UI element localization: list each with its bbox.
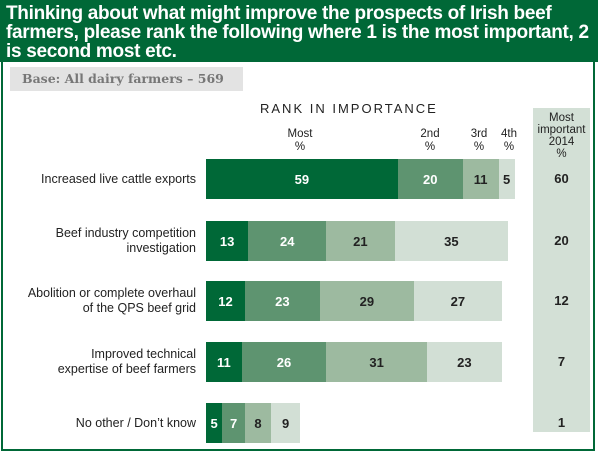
col-header-text: 2nd xyxy=(420,128,440,140)
bar-segment-rank-1: 5 xyxy=(206,403,223,443)
bar-segment-rank-2: 24 xyxy=(248,221,327,261)
col-header-text: Most xyxy=(287,128,313,140)
category-label: Increased live cattle exports xyxy=(41,172,196,187)
bar-segment-rank-1: 12 xyxy=(206,281,245,321)
bar-segment-rank-3: 8 xyxy=(245,403,271,443)
category-label: Beef industry competition investigation xyxy=(56,226,196,256)
category-label-line: Increased live cattle exports xyxy=(41,171,196,186)
bar-segment-rank-2: 23 xyxy=(245,281,320,321)
bar-segment-rank-2: 7 xyxy=(222,403,245,443)
col-header-most: Most% xyxy=(280,128,320,154)
col-header-unit: % xyxy=(473,141,485,153)
most-important-2014-value: 20 xyxy=(554,233,569,248)
category-label-line: Beef industry competition xyxy=(55,226,196,240)
header-line: Most xyxy=(549,112,574,124)
bar-segment-rank-1: 13 xyxy=(206,221,249,261)
category-label-line: of the QPS beef grid xyxy=(82,301,196,315)
bar-segment-rank-2: 20 xyxy=(397,159,463,199)
bar-segment-rank-1: 11 xyxy=(206,342,242,382)
category-label-line: expertise of beef farmers xyxy=(57,362,196,376)
col-header-2nd: 2nd% xyxy=(414,128,446,154)
col-header-3rd: 3rd% xyxy=(466,128,492,154)
category-label-line: Abolition or complete overhaul xyxy=(27,286,196,300)
col-header-unit: % xyxy=(503,141,515,153)
most-important-2014-value: 12 xyxy=(554,293,569,308)
col-header-unit: % xyxy=(294,141,306,153)
bar-segment-rank-4: 35 xyxy=(394,221,509,261)
header-line: important xyxy=(537,124,586,136)
col-header-unit: % xyxy=(424,141,436,153)
bar-segment-rank-4: 23 xyxy=(427,342,502,382)
bar-segment-rank-2: 26 xyxy=(241,342,327,382)
bar-segment-rank-4: 9 xyxy=(271,403,301,443)
col-header-text: 4th xyxy=(501,128,517,140)
most-important-2014-value: 7 xyxy=(557,354,566,369)
bar-segment-rank-1: 59 xyxy=(206,159,398,199)
chart-title: Thinking about what might improve the pr… xyxy=(0,0,598,62)
col-header-text: 3rd xyxy=(470,128,488,140)
most-important-2014-column xyxy=(533,108,590,432)
category-label: Improved technical expertise of beef farm… xyxy=(58,347,196,377)
bar-segment-rank-3: 11 xyxy=(462,159,499,199)
col-header-4th: 4th% xyxy=(496,128,522,154)
bar-segment-rank-3: 29 xyxy=(319,281,414,321)
bar-segment-rank-4: 5 xyxy=(498,159,515,199)
most-important-2014-value: 1 xyxy=(557,415,566,430)
category-label-line: No other / Don’t know xyxy=(75,415,196,430)
rank-heading: RANK IN IMPORTANCE xyxy=(260,101,438,116)
bar-segment-rank-4: 27 xyxy=(414,281,502,321)
category-label-line: Improved technical xyxy=(91,347,196,361)
bar-segment-rank-3: 21 xyxy=(326,221,395,261)
header-line: % xyxy=(556,148,567,160)
category-label-line: investigation xyxy=(126,241,197,255)
base-note: Base: All dairy farmers – 569 xyxy=(10,67,243,91)
most-important-2014-header: Most important 2014 % xyxy=(533,112,590,160)
category-label: No other / Don’t know xyxy=(76,416,196,431)
header-line: 2014 xyxy=(548,136,575,148)
category-label: Abolition or complete overhaul of the QPS… xyxy=(28,286,196,316)
most-important-2014-value: 60 xyxy=(554,171,569,186)
bar-segment-rank-3: 31 xyxy=(326,342,427,382)
